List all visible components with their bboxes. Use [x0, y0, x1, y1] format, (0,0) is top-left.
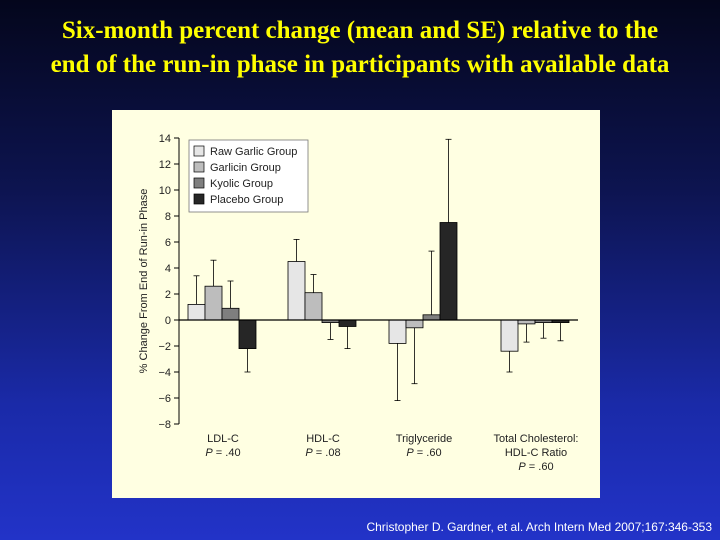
legend-box — [188, 139, 309, 213]
y-tick-label: 2 — [165, 289, 171, 301]
y-tick-label: 12 — [159, 159, 171, 171]
slide-title-line-2: end of the run-in phase in participants … — [50, 51, 670, 78]
bar — [338, 319, 357, 327]
p-value-label: P = .40 — [205, 447, 240, 459]
p-value-symbol: P — [518, 461, 526, 473]
p-value-text: = .08 — [313, 447, 341, 459]
bar — [287, 261, 306, 321]
bar — [500, 319, 519, 352]
y-tick-label: 4 — [165, 263, 171, 275]
legend-entry: Garlicin Group — [210, 162, 281, 174]
bar — [187, 303, 206, 321]
bar — [439, 222, 458, 321]
y-tick-label: −8 — [158, 419, 171, 431]
category-label: Total Cholesterol: — [494, 433, 579, 445]
y-tick-label: −4 — [158, 367, 171, 379]
p-value-text: = .40 — [213, 447, 241, 459]
y-tick-label: 8 — [165, 211, 171, 223]
bar — [422, 314, 441, 321]
y-tick-label: 6 — [165, 237, 171, 249]
p-value-label: P = .08 — [305, 447, 340, 459]
p-value-symbol: P — [205, 447, 213, 459]
bar — [221, 307, 240, 321]
p-value-label: P = .60 — [406, 447, 441, 459]
slide-title: Six-month percent change (mean and SE) r… — [0, 14, 720, 82]
bar-chart: −8 −6 −4 −2 0 2 4 6 8 10 12 14 % Change From End of … — [138, 133, 579, 473]
y-axis-label: % Change From End of Run-in Phase — [138, 189, 150, 374]
legend-entry: Kyolic Group — [210, 178, 273, 190]
y-tick-label: 0 — [165, 315, 171, 327]
y-tick-label: −2 — [158, 341, 171, 353]
category-label: Triglyceride — [396, 433, 452, 445]
bar — [238, 319, 257, 350]
legend-swatch — [193, 161, 205, 173]
p-value-label: P = .60 — [518, 461, 553, 473]
category-label: HDL-C — [306, 433, 340, 445]
category-label: HDL-C Ratio — [505, 447, 567, 459]
bar — [388, 319, 407, 344]
slide-title-line-1: Six-month percent change (mean and SE) r… — [61, 17, 659, 44]
p-value-text: = .60 — [526, 461, 554, 473]
chart-panel: −8 −6 −4 −2 0 2 4 6 8 10 12 14 % Change From End of … — [112, 110, 600, 498]
legend-swatch — [193, 177, 205, 189]
legend-swatch — [193, 193, 205, 205]
legend: Raw Garlic Group Garlicin Group Kyolic Gro… — [188, 139, 309, 213]
y-tick-label: 10 — [159, 185, 171, 197]
p-value-text: = .60 — [414, 447, 442, 459]
category-label: LDL-C — [207, 433, 239, 445]
p-value-symbol: P — [406, 447, 414, 459]
citation: Christopher D. Gardner, et al. Arch Inte… — [366, 520, 712, 534]
p-value-symbol: P — [305, 447, 313, 459]
y-tick-label: 14 — [159, 133, 171, 145]
legend-entry: Placebo Group — [210, 194, 283, 206]
y-tick-label: −6 — [158, 393, 171, 405]
bar — [405, 319, 424, 329]
bar — [304, 292, 323, 321]
legend-entry: Raw Garlic Group — [210, 146, 297, 158]
legend-swatch — [193, 145, 205, 157]
bar — [204, 285, 223, 321]
